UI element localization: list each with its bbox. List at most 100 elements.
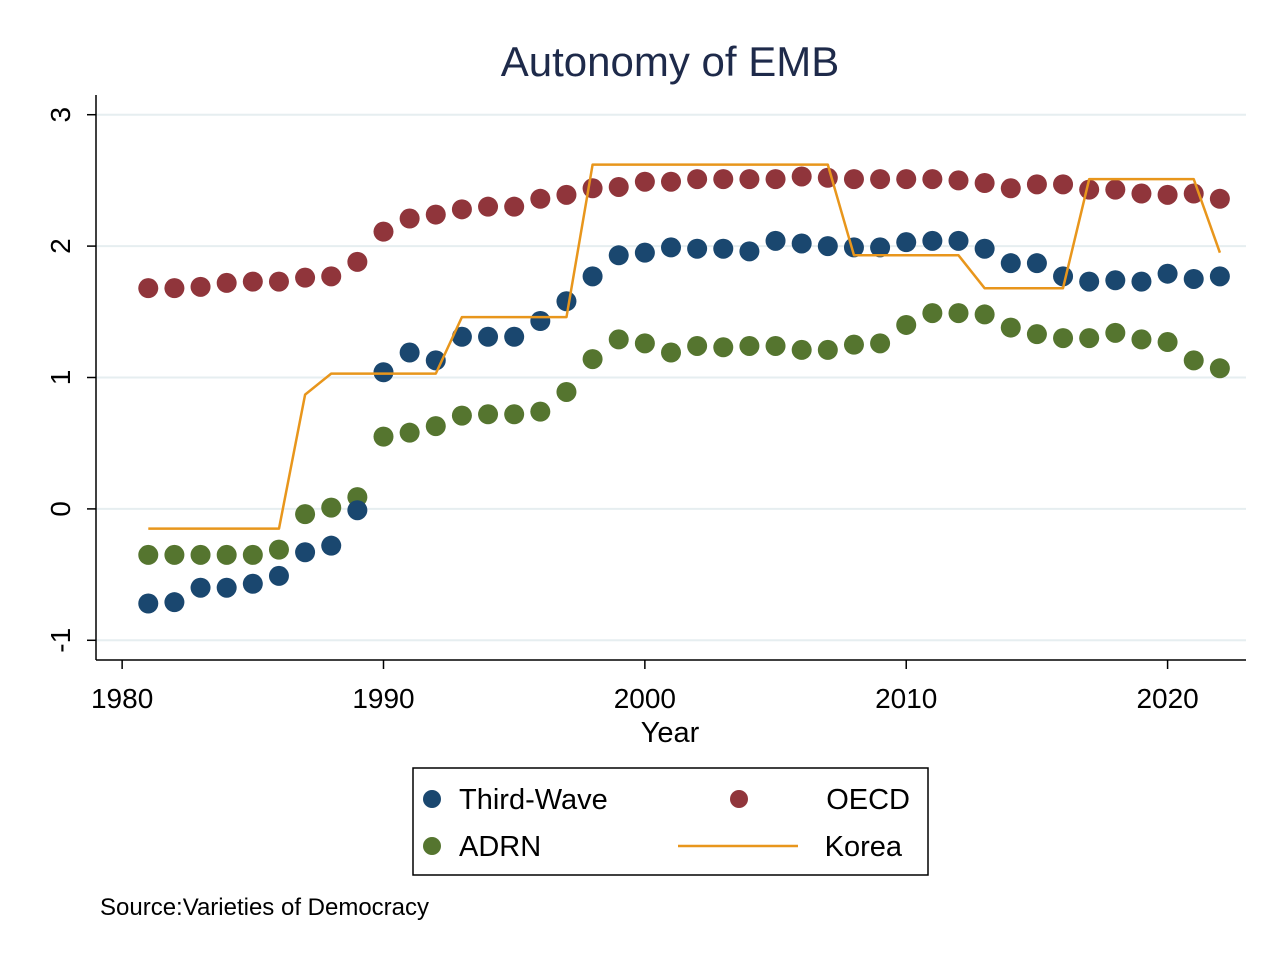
data-point: [295, 542, 316, 563]
data-point: [582, 349, 603, 370]
data-point: [242, 544, 263, 565]
data-point: [974, 304, 995, 325]
data-point: [739, 335, 760, 356]
data-point: [425, 416, 446, 437]
data-point: [164, 544, 185, 565]
y-tick-label: 2: [45, 238, 76, 254]
data-point: [791, 233, 812, 254]
data-point: [1079, 179, 1100, 200]
data-point: [870, 169, 891, 190]
data-point: [843, 237, 864, 258]
data-point: [1209, 358, 1230, 379]
data-point: [504, 196, 525, 217]
x-axis-title: Year: [641, 717, 700, 749]
data-point: [268, 271, 289, 292]
legend-box: [412, 767, 929, 876]
data-point: [922, 303, 943, 324]
legend-key-adrn: [423, 837, 441, 855]
data-point: [347, 500, 368, 521]
data-point: [530, 401, 551, 422]
data-point: [1000, 317, 1021, 338]
data-point: [1053, 174, 1074, 195]
data-point: [504, 404, 525, 425]
x-tick-label: 2010: [875, 683, 937, 714]
y-tick-label: -1: [45, 628, 76, 653]
data-point: [634, 242, 655, 263]
data-point: [661, 171, 681, 192]
data-point: [634, 333, 655, 354]
data-point: [1000, 178, 1021, 199]
data-point: [843, 334, 864, 355]
series-oecd: [138, 166, 1230, 299]
data-point: [791, 166, 812, 187]
data-point: [1183, 183, 1204, 204]
data-point: [1209, 266, 1230, 287]
data-point: [164, 278, 185, 299]
data-point: [399, 342, 420, 363]
data-point: [817, 339, 838, 360]
x-tick-label: 2020: [1136, 683, 1198, 714]
series-third-wave: [138, 230, 1230, 614]
data-point: [582, 266, 603, 287]
data-point: [948, 230, 969, 251]
data-point: [582, 178, 603, 199]
data-point: [1131, 329, 1152, 350]
data-point: [295, 504, 316, 525]
data-point: [948, 170, 969, 191]
data-point: [608, 245, 629, 266]
data-point: [242, 271, 263, 292]
data-point: [399, 422, 420, 443]
y-tick-label: 0: [45, 501, 76, 517]
axes: -1 0 1 2 3 1980 1990 2000 2010 2020: [45, 95, 1246, 714]
data-point: [870, 333, 891, 354]
data-point: [1183, 350, 1204, 371]
data-point: [1000, 253, 1021, 274]
legend-key-oecd: [730, 790, 748, 808]
data-point: [765, 335, 786, 356]
data-point: [216, 272, 237, 293]
legend-label-adrn: ADRN: [459, 831, 541, 863]
data-point: [425, 204, 446, 225]
y-tick-label: 3: [45, 107, 76, 123]
data-point: [268, 539, 289, 560]
data-point: [896, 232, 917, 253]
data-point: [1026, 174, 1047, 195]
x-tick-label: 1980: [91, 683, 153, 714]
data-point: [765, 230, 786, 251]
data-point: [216, 577, 237, 598]
data-point: [164, 592, 185, 613]
data-point: [687, 238, 708, 259]
data-point: [373, 221, 394, 242]
data-point: [687, 169, 708, 190]
data-point: [1157, 184, 1178, 205]
data-point: [1105, 322, 1126, 343]
series-adrn: [138, 303, 1230, 565]
y-tick-label: 1: [45, 370, 76, 386]
legend-label-third-wave: Third-Wave: [459, 784, 608, 816]
data-point: [478, 196, 499, 217]
data-point: [268, 565, 289, 586]
data-point: [347, 251, 368, 272]
data-point: [791, 339, 812, 360]
data-point: [739, 241, 760, 262]
data-point: [1131, 271, 1152, 292]
data-point: [321, 535, 342, 556]
data-point: [948, 303, 969, 324]
data-point: [399, 208, 420, 229]
data-point: [1026, 324, 1047, 345]
data-point: [634, 171, 655, 192]
data-point: [661, 237, 681, 258]
x-tick-label: 2000: [614, 683, 676, 714]
data-point: [1157, 263, 1178, 284]
data-point: [739, 169, 760, 190]
data-point: [556, 381, 577, 402]
data-point: [321, 497, 342, 518]
data-point: [504, 326, 525, 347]
data-point: [1079, 328, 1100, 349]
data-point: [870, 237, 891, 258]
data-point: [687, 335, 708, 356]
data-point: [896, 169, 917, 190]
data-point: [138, 278, 159, 299]
